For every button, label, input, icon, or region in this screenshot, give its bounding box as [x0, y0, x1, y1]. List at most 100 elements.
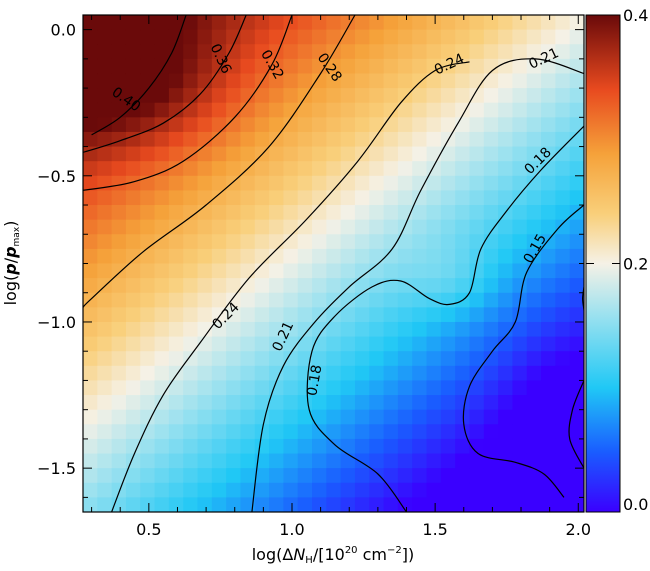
heatmap-cell [426, 234, 442, 250]
heatmap-cell [111, 351, 127, 367]
heatmap-cell [154, 190, 170, 206]
heatmap-cell [125, 468, 141, 484]
heatmap-cell [240, 453, 256, 469]
heatmap-cell [383, 117, 399, 133]
heatmap-cell [397, 234, 413, 250]
heatmap-cell [541, 263, 556, 279]
heatmap-cell [297, 482, 313, 498]
heatmap-cell [512, 29, 528, 45]
heatmap-cell [111, 29, 127, 45]
heatmap-cell [469, 102, 485, 118]
heatmap-cell [125, 336, 141, 352]
heatmap-cell [197, 15, 213, 31]
heatmap-cell [412, 365, 428, 382]
heatmap-cell [369, 468, 385, 484]
heatmap-cell [498, 44, 514, 60]
heatmap-cell [541, 44, 556, 60]
heatmap-cell [569, 336, 584, 352]
y-tick-label: −1.0 [37, 313, 76, 332]
heatmap-cell [283, 497, 299, 512]
heatmap-cell [483, 205, 499, 221]
heatmap-cell [154, 131, 170, 148]
heatmap-cell [183, 248, 199, 265]
heatmap-cell [397, 29, 413, 45]
heatmap-cell [168, 321, 184, 338]
heatmap-cell [125, 438, 141, 455]
heatmap-cell [269, 438, 284, 455]
heatmap-cell [326, 351, 342, 367]
colorbar-tick-label: 0.2 [623, 255, 648, 274]
heatmap-cell [397, 278, 413, 294]
heatmap-cell [154, 234, 170, 250]
heatmap-cell [498, 438, 514, 455]
heatmap-cell [354, 438, 370, 455]
heatmap-cell [354, 234, 370, 250]
heatmap-cell [526, 190, 542, 206]
heatmap-cell [512, 88, 528, 104]
heatmap-cell [498, 248, 514, 265]
heatmap-cell [498, 321, 514, 338]
heatmap-cell [326, 15, 342, 31]
heatmap-cell [397, 248, 413, 265]
heatmap-cell [354, 58, 370, 75]
heatmap-cell [483, 438, 499, 455]
heatmap-cell [269, 102, 284, 118]
heatmap-cell [97, 380, 113, 396]
heatmap-cell [183, 321, 199, 338]
heatmap-cell [83, 190, 98, 206]
heatmap-cell [168, 248, 184, 265]
heatmap-cell [83, 15, 98, 31]
heatmap-cell [426, 278, 442, 294]
heatmap-cell [412, 292, 428, 308]
heatmap-cell [254, 248, 270, 265]
heatmap-cell [340, 88, 356, 104]
heatmap-cell [226, 131, 242, 148]
heatmap-cell [197, 307, 213, 323]
heatmap-cell [469, 15, 485, 31]
heatmap-cell [83, 351, 98, 367]
heatmap-cell [83, 44, 98, 60]
heatmap-cell [541, 424, 556, 440]
heatmap-cell [168, 161, 184, 177]
heatmap-cell [541, 190, 556, 206]
heatmap-cell [154, 117, 170, 133]
heatmap-cell [397, 321, 413, 338]
heatmap-cell [269, 409, 284, 425]
heatmap-cell [569, 15, 584, 31]
heatmap-cell [498, 307, 514, 323]
heatmap-cell [83, 234, 98, 250]
heatmap-cell [297, 395, 313, 411]
heatmap-cell [111, 73, 127, 89]
heatmap-cell [283, 292, 299, 308]
heatmap-cell [226, 468, 242, 484]
heatmap-cell [526, 146, 542, 162]
heatmap-cell [168, 424, 184, 440]
heatmap-cell [240, 131, 256, 148]
heatmap-cell [226, 365, 242, 382]
heatmap-cell [183, 131, 199, 148]
heatmap-cell [469, 307, 485, 323]
heatmap-cell [469, 117, 485, 133]
heatmap-cell [397, 117, 413, 133]
heatmap-cell [312, 175, 327, 192]
heatmap-cell [555, 161, 571, 177]
heatmap-cell [512, 102, 528, 118]
heatmap-cell [326, 131, 342, 148]
heatmap-cell [555, 15, 571, 31]
heatmap-cell [569, 44, 584, 60]
heatmap-cell [140, 468, 156, 484]
heatmap-cell [412, 15, 428, 31]
heatmap-cell [340, 424, 356, 440]
heatmap-cell [97, 205, 113, 221]
heatmap-cell [498, 351, 514, 367]
heatmap-cell [154, 263, 170, 279]
heatmap-cell [369, 161, 385, 177]
heatmap-cell [369, 29, 385, 45]
heatmap-cell [340, 453, 356, 469]
heatmap-cell [240, 102, 256, 118]
heatmap-cell [254, 102, 270, 118]
heatmap-cell [426, 15, 442, 31]
heatmap-cell [183, 351, 199, 367]
heatmap-cell [440, 248, 456, 265]
heatmap-cell [125, 278, 141, 294]
